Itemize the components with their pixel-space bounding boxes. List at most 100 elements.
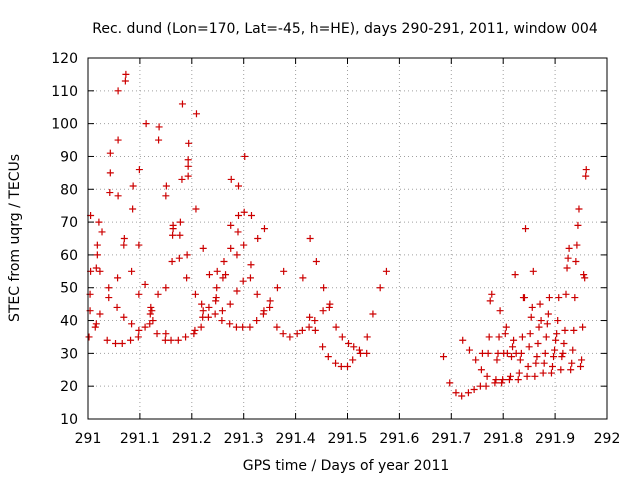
- data-point: [543, 320, 551, 328]
- data-point: [554, 317, 562, 325]
- data-point: [279, 330, 287, 338]
- data-point: [198, 300, 206, 308]
- data-point: [495, 333, 503, 341]
- data-point: [571, 294, 579, 302]
- data-point: [141, 280, 149, 288]
- data-point: [572, 257, 580, 265]
- data-point: [488, 290, 496, 298]
- data-point: [533, 353, 541, 361]
- y-tick-label: 120: [51, 51, 78, 67]
- data-point: [235, 182, 243, 190]
- data-point: [218, 317, 226, 325]
- x-axis: 291 291.1 291.2 291.3 291.4 291.5 291.6 291.7 29…: [75, 58, 620, 447]
- data-point: [155, 123, 163, 131]
- data-point: [446, 379, 454, 387]
- data-point: [174, 336, 182, 344]
- data-point: [227, 221, 235, 229]
- data-point: [148, 307, 156, 315]
- data-point: [496, 307, 504, 315]
- data-point: [356, 349, 364, 357]
- data-point: [220, 257, 228, 265]
- data-point: [575, 205, 583, 213]
- data-point: [338, 333, 346, 341]
- y-tick-label: 50: [60, 281, 78, 297]
- data-point: [332, 323, 340, 331]
- data-point: [564, 254, 572, 262]
- data-point: [227, 175, 235, 183]
- data-point: [312, 257, 320, 265]
- y-tick-label: 90: [60, 149, 78, 165]
- data-point: [560, 340, 568, 348]
- data-points: [85, 70, 590, 400]
- data-point: [184, 162, 192, 170]
- data-point: [557, 366, 565, 374]
- x-tick-label: 291.4: [276, 431, 316, 447]
- data-point: [226, 320, 234, 328]
- data-point: [183, 251, 191, 259]
- data-point: [260, 307, 268, 315]
- data-point: [582, 172, 590, 180]
- data-point: [162, 182, 170, 190]
- data-point: [146, 310, 154, 318]
- x-tick-label: 291.5: [327, 431, 367, 447]
- data-point: [517, 349, 525, 357]
- data-point: [465, 346, 473, 354]
- data-point: [96, 310, 104, 318]
- y-tick-label: 10: [60, 412, 78, 428]
- data-point: [578, 356, 586, 364]
- data-point: [562, 290, 570, 298]
- plot-frame: [87, 57, 608, 420]
- data-point: [122, 70, 130, 78]
- data-point: [376, 284, 384, 292]
- data-point: [134, 333, 142, 341]
- data-point: [212, 294, 220, 302]
- data-point: [579, 323, 587, 331]
- data-point: [218, 307, 226, 315]
- data-point: [509, 343, 517, 351]
- data-point: [232, 323, 240, 331]
- data-point: [233, 287, 241, 295]
- data-point: [93, 251, 101, 259]
- data-point: [204, 313, 212, 321]
- data-point: [541, 349, 549, 357]
- data-point: [120, 235, 128, 242]
- data-point: [120, 241, 128, 249]
- data-point: [510, 336, 518, 344]
- data-point: [493, 356, 501, 364]
- data-point: [506, 372, 514, 380]
- data-point: [529, 267, 537, 275]
- data-point: [234, 228, 242, 236]
- data-point: [93, 241, 101, 249]
- data-point: [167, 336, 175, 344]
- data-point: [213, 284, 221, 292]
- chart-title: Rec. dund (Lon=170, Lat=-45, h=HE), days…: [92, 21, 598, 37]
- data-point: [534, 340, 542, 348]
- data-point: [558, 353, 566, 361]
- data-point: [516, 356, 524, 364]
- data-point: [298, 326, 306, 334]
- data-point: [162, 330, 170, 338]
- data-point: [527, 313, 535, 321]
- data-point: [240, 208, 248, 216]
- data-point: [192, 110, 200, 118]
- data-point: [127, 336, 135, 344]
- data-point: [241, 152, 249, 160]
- data-point: [146, 320, 154, 328]
- data-point: [459, 336, 467, 344]
- data-point: [528, 303, 536, 311]
- data-point: [213, 267, 221, 275]
- x-tick-label: 291.3: [224, 431, 264, 447]
- data-point: [162, 192, 170, 200]
- data-point: [559, 349, 567, 357]
- data-point: [191, 326, 199, 334]
- data-point: [464, 389, 472, 397]
- data-point: [176, 231, 184, 239]
- grid: [88, 58, 607, 419]
- data-point: [498, 379, 506, 387]
- data-point: [175, 254, 183, 262]
- data-point: [502, 323, 510, 331]
- data-point: [536, 300, 544, 308]
- data-point: [227, 244, 235, 252]
- data-point: [440, 353, 448, 361]
- data-point: [345, 340, 353, 348]
